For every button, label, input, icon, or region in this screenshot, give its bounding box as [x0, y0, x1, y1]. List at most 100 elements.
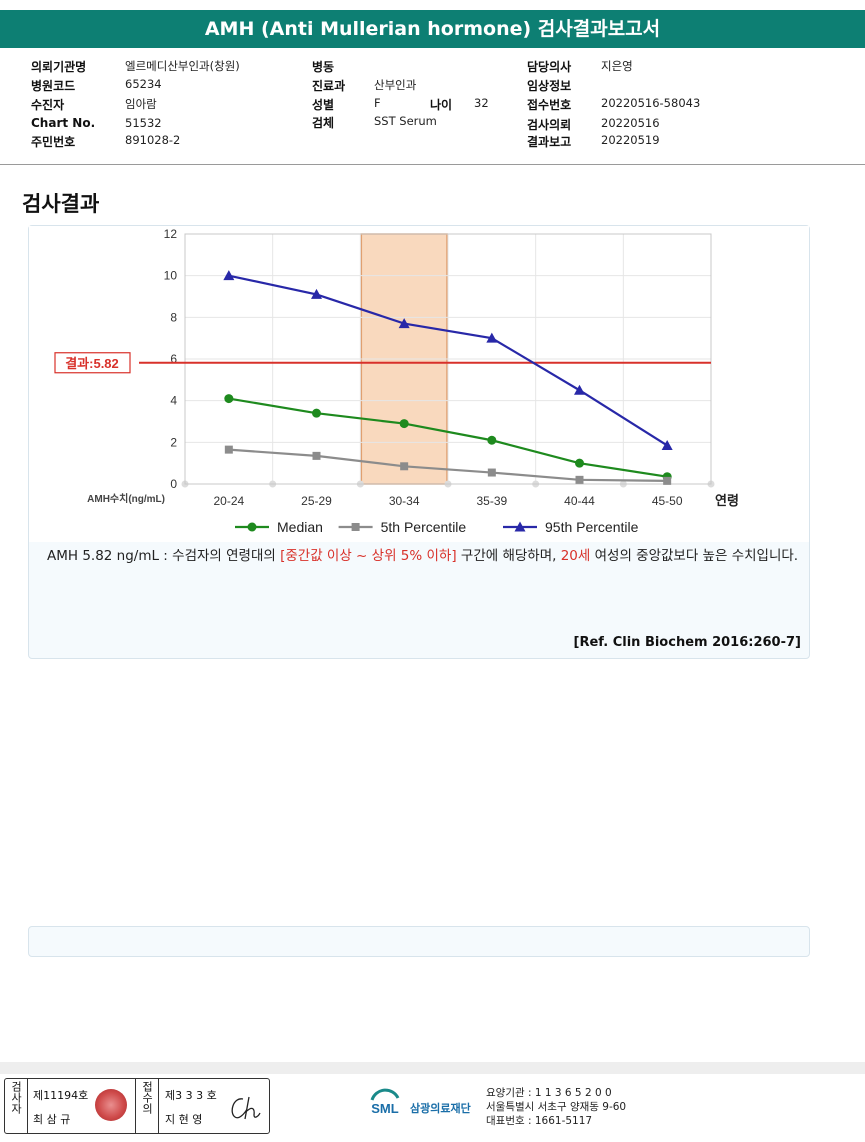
legend-marker	[247, 522, 257, 532]
sml-logo-icon: SML	[370, 1088, 400, 1116]
inspector-label: 검사자	[9, 1081, 23, 1114]
result-description: AMH 5.82 ng/mL : 수검자의 연령대의 [중간값 이상 ~ 상위 …	[47, 546, 807, 566]
x-tick-label: 20-24	[213, 494, 244, 508]
info-label: Chart No.	[31, 116, 96, 130]
info-value: 20220516	[601, 116, 660, 130]
confirm-number: 제3 3 3 호	[165, 1089, 217, 1102]
info-label: 의뢰기관명	[31, 60, 87, 74]
info-value: F	[374, 96, 381, 110]
desc-age-highlight: 20세	[560, 548, 591, 564]
signature	[231, 1096, 261, 1120]
info-label: 접수번호	[527, 98, 572, 112]
org-phone: 대표번호 : 1661-5117	[486, 1115, 593, 1127]
info-label: 담당의사	[527, 60, 572, 74]
series-line	[228, 397, 668, 478]
legend-marker	[514, 521, 526, 532]
info-value: 891028-2	[125, 133, 181, 147]
data-point	[487, 435, 497, 445]
desc-text: 여성의 중앙값보다 높은 수치입니다.	[590, 548, 799, 564]
report-title: AMH (Anti Mullerian hormone) 검사결과보고서	[0, 10, 865, 48]
divider	[135, 1079, 136, 1133]
confirm-label: 접수의	[140, 1081, 154, 1114]
x-tick-label: 40-44	[564, 494, 595, 508]
data-point	[486, 332, 498, 343]
info-label: 병원코드	[31, 79, 76, 93]
y-tick-label: 8	[170, 310, 177, 324]
data-point	[487, 468, 496, 477]
footer-divider	[0, 1062, 865, 1074]
data-point	[661, 439, 673, 450]
legend-label: Median	[277, 519, 323, 535]
legend-label: 95th Percentile	[545, 519, 639, 535]
x-tick-label: 45-50	[652, 494, 683, 508]
info-value: 지은영	[601, 59, 633, 73]
org-name: 삼광의료재단	[410, 1102, 471, 1115]
data-point	[224, 445, 233, 454]
info-label: 주민번호	[31, 135, 76, 149]
info-value: 엘르메디산부인과(창원)	[125, 59, 240, 73]
inspector-number: 제11194호	[33, 1089, 89, 1102]
data-point	[575, 458, 584, 468]
data-point	[575, 475, 584, 484]
confirm-name: 지 현 영	[165, 1113, 203, 1126]
legend-label: 5th Percentile	[381, 519, 467, 535]
data-point	[312, 408, 321, 418]
y-axis-label: AMH수치(ng/mL)	[87, 492, 165, 505]
desc-text: AMH 5.82 ng/mL : 수검자의 연령대의	[47, 548, 281, 564]
org-info: 요양기관 : 1 1 3 6 5 2 0 0 서울특별시 서초구 양재동 9-6…	[486, 1086, 626, 1128]
info-label: 나이	[430, 98, 453, 112]
info-label: 검체	[312, 116, 335, 130]
plot-border	[184, 233, 712, 485]
chart-area: 0 2 4 6 8 10 12 20-24 25-29 30-34 35-39 40-44 45-50 연…	[29, 226, 809, 542]
info-label: 병동	[312, 60, 335, 74]
y-tick-label: 4	[170, 394, 177, 408]
data-point	[223, 270, 235, 281]
x-axis-label: 연령	[715, 493, 739, 508]
info-label: 검사의뢰	[527, 118, 572, 132]
result-label: 결과:5.82	[65, 356, 119, 371]
data-point	[311, 288, 322, 299]
data-point	[574, 384, 585, 395]
result-panel: 0 2 4 6 8 10 12 20-24 25-29 30-34 35-39 40-44 45-50 연…	[28, 225, 810, 659]
divider	[27, 1079, 28, 1133]
data-point	[398, 318, 410, 329]
info-value: 65234	[125, 77, 162, 91]
series-line	[228, 448, 668, 482]
info-value: 32	[474, 96, 489, 110]
y-tick-label: 6	[170, 352, 177, 366]
amh-chart: 0 2 4 6 8 10 12 20-24 25-29 30-34 35-39 40-44 45-50 연…	[54, 227, 739, 535]
y-tick-label: 0	[170, 477, 177, 491]
y-tick-label: 10	[164, 269, 178, 283]
data-point	[663, 476, 672, 485]
desc-range-highlight: [중간값 이상 ~ 상위 5% 이하]	[280, 548, 457, 564]
info-value: SST Serum	[374, 114, 437, 128]
org-code: 요양기관 : 1 1 3 6 5 2 0 0	[486, 1087, 612, 1099]
data-point	[224, 394, 234, 404]
x-tick-label: 30-34	[389, 494, 420, 508]
info-label: 임상정보	[527, 79, 572, 93]
info-label: 결과보고	[527, 135, 572, 149]
inspector-name: 최 삼 규	[33, 1113, 71, 1126]
patient-info: 의뢰기관명 엘르메디산부인과(창원) 병원코드 65234 수진자 임아람 Ch…	[0, 52, 865, 165]
data-point	[400, 462, 409, 471]
seal-stamp	[95, 1089, 127, 1121]
info-label: 성별	[312, 98, 335, 112]
data-point	[312, 451, 321, 460]
info-value: 51532	[125, 116, 162, 130]
x-tick-label: 25-29	[301, 494, 332, 508]
info-value: 20220519	[601, 133, 660, 147]
info-value: 임아람	[125, 97, 157, 111]
data-point	[399, 419, 409, 429]
y-tick-label: 2	[170, 435, 177, 449]
divider	[158, 1079, 159, 1133]
info-value: 20220516-58043	[601, 96, 701, 110]
empty-panel	[28, 926, 810, 957]
section-title: 검사결과	[22, 192, 100, 216]
series-line	[228, 274, 668, 447]
result-label-box	[54, 352, 131, 374]
x-tick-label: 35-39	[476, 494, 507, 508]
info-label: 진료과	[312, 79, 346, 93]
reference: [Ref. Clin Biochem 2016:260-7]	[573, 635, 801, 650]
y-tick-label: 12	[164, 227, 178, 241]
org-address: 서울특별시 서초구 양재동 9-60	[486, 1101, 627, 1113]
